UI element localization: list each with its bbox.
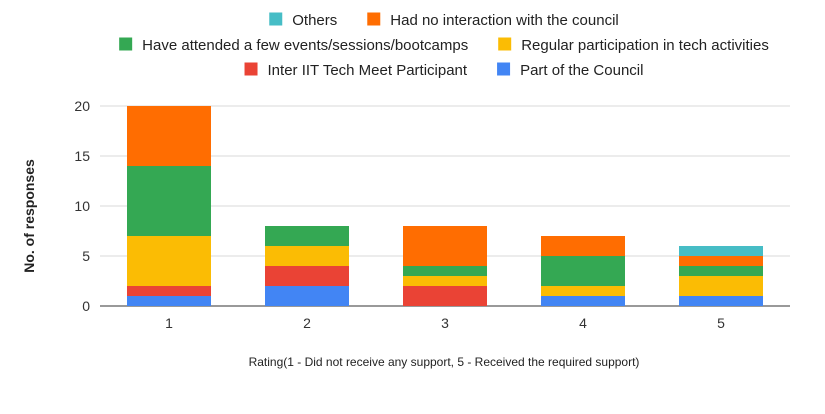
legend-item-others: Others [269, 12, 337, 29]
x-tick-label: 1 [165, 315, 173, 331]
bar-segment-had-no-interaction-with-the-council-5 [679, 256, 763, 266]
x-tick-label: 3 [441, 315, 449, 331]
bar-segment-have-attended-a-few-events-sessions-bootcamps-2 [265, 226, 349, 246]
x-axis-ticks: 1 2 3 4 5 [165, 315, 725, 331]
legend-item-have-attended-a-few-events-sessions-bootcamps: Have attended a few events/sessions/boot… [119, 37, 468, 54]
bar-segment-part-of-the-council-1 [127, 296, 211, 306]
y-tick-label: 20 [74, 98, 90, 114]
bar-segment-have-attended-a-few-events-sessions-bootcamps-1 [127, 166, 211, 236]
legend-label: Regular participation in tech activities [521, 37, 769, 54]
legend-item-inter-iit-tech-meet-participant: Inter IIT Tech Meet Participant [244, 62, 468, 79]
bar-segment-had-no-interaction-with-the-council-4 [541, 236, 625, 256]
bar-segment-regular-participation-in-tech-activities-5 [679, 276, 763, 296]
legend-label: Had no interaction with the council [390, 12, 618, 29]
bar-segment-had-no-interaction-with-the-council-1 [127, 106, 211, 166]
bar-segment-have-attended-a-few-events-sessions-bootcamps-4 [541, 256, 625, 286]
y-axis-label: No. of responses [21, 159, 37, 273]
y-tick-label: 15 [74, 148, 90, 164]
bars [127, 106, 763, 306]
legend-item-had-no-interaction-with-the-council: Had no interaction with the council [367, 12, 619, 29]
bar-segment-regular-participation-in-tech-activities-1 [127, 236, 211, 286]
legend-swatch [497, 62, 511, 76]
legend-swatch [269, 12, 283, 26]
x-axis-label: Rating(1 - Did not receive any support, … [249, 355, 640, 369]
legend-label: Part of the Council [520, 62, 643, 79]
legend-swatch [244, 62, 258, 76]
bar-segment-others-5 [679, 246, 763, 256]
legend-item-regular-participation-in-tech-activities: Regular participation in tech activities [498, 37, 769, 54]
bar-segment-regular-participation-in-tech-activities-4 [541, 286, 625, 296]
x-tick-label: 2 [303, 315, 311, 331]
legend-label: Others [292, 12, 337, 29]
bar-segment-inter-iit-tech-meet-participant-3 [403, 286, 487, 306]
bar-segment-part-of-the-council-5 [679, 296, 763, 306]
bar-segment-regular-participation-in-tech-activities-2 [265, 246, 349, 266]
y-tick-label: 0 [82, 298, 90, 314]
bar-segment-have-attended-a-few-events-sessions-bootcamps-3 [403, 266, 487, 276]
y-tick-label: 10 [74, 198, 90, 214]
x-tick-label: 4 [579, 315, 587, 331]
x-tick-label: 5 [717, 315, 725, 331]
y-axis-ticks: 0 5 10 15 20 [74, 98, 90, 314]
legend-item-part-of-the-council: Part of the Council [497, 62, 643, 79]
legend-label: Have attended a few events/sessions/boot… [142, 37, 468, 54]
legend-swatch [119, 37, 133, 51]
legend-swatch [367, 12, 381, 26]
bar-segment-inter-iit-tech-meet-participant-1 [127, 286, 211, 296]
legend: Others Had no interaction with the counci… [119, 12, 769, 79]
bar-segment-part-of-the-council-4 [541, 296, 625, 306]
bar-segment-have-attended-a-few-events-sessions-bootcamps-5 [679, 266, 763, 276]
legend-label: Inter IIT Tech Meet Participant [268, 62, 468, 79]
bar-segment-had-no-interaction-with-the-council-3 [403, 226, 487, 266]
bar-segment-part-of-the-council-2 [265, 286, 349, 306]
legend-swatch [498, 37, 512, 51]
bar-segment-regular-participation-in-tech-activities-3 [403, 276, 487, 286]
bar-segment-inter-iit-tech-meet-participant-2 [265, 266, 349, 286]
y-tick-label: 5 [82, 248, 90, 264]
gridlines [100, 105, 790, 307]
